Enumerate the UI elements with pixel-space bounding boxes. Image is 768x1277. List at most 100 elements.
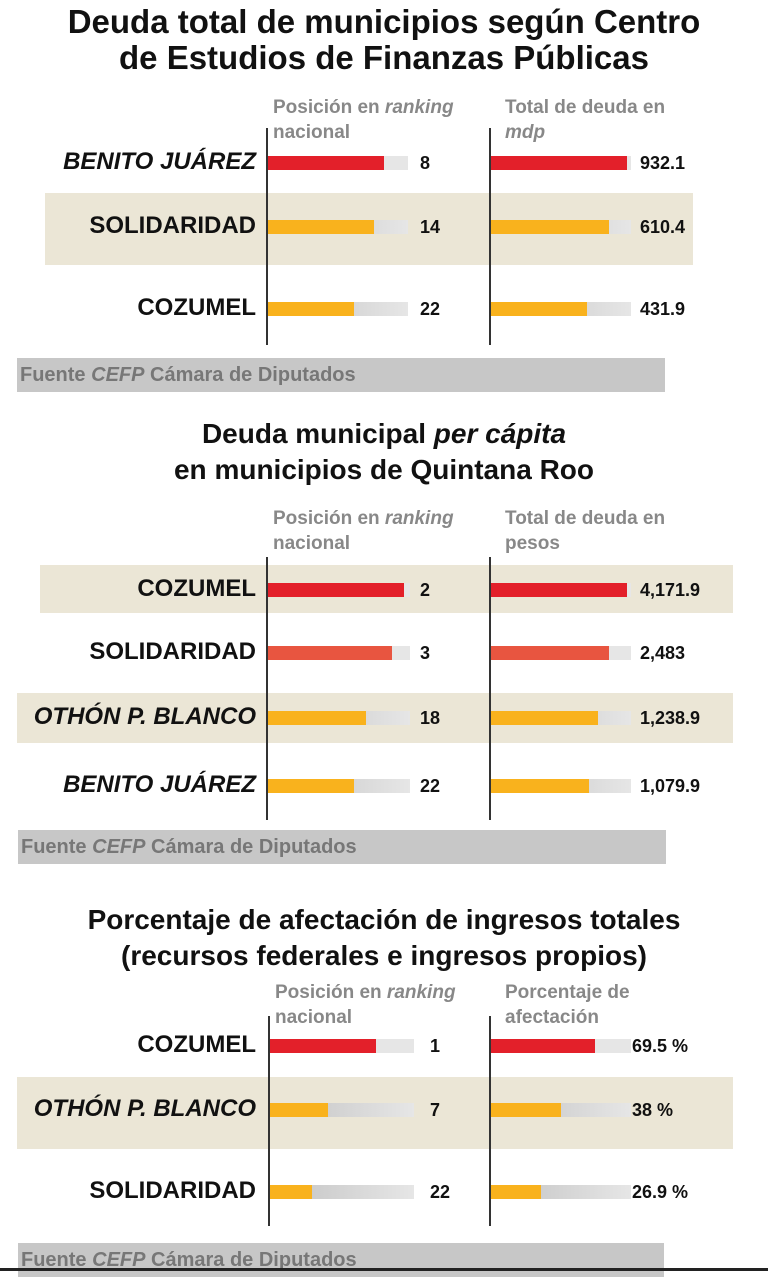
- chart2-column-divider: [489, 557, 491, 820]
- chart3-ranking-value: 7: [430, 1100, 441, 1120]
- chart2-source-acronym: CEFP: [92, 836, 146, 858]
- chart2-amount-value: 4,171.9: [640, 580, 701, 600]
- chart2-row-label-box: COZUMEL: [0, 575, 256, 605]
- chart3-amount-value: 69.5 %: [632, 1036, 689, 1056]
- chart2-ranking-value: 2: [420, 580, 431, 600]
- chart2-header-text: nacional: [273, 533, 351, 554]
- chart1-row-label-box: COZUMEL: [0, 294, 256, 324]
- chart2-amount-value: 2,483: [640, 643, 686, 663]
- chart3-title: Porcentaje de afectación de ingresos tot…: [0, 902, 768, 974]
- chart2-municipality-label: SOLIDARIDAD: [89, 638, 256, 665]
- chart2-title-line: en municipios de Quintana Roo: [173, 454, 595, 485]
- chart1-ranking-value: 22: [420, 299, 441, 319]
- chart1-source-text: Fuente: [20, 364, 92, 386]
- chart3-municipality-label: SOLIDARIDAD: [89, 1177, 256, 1204]
- chart2-header-text: Posición en: [273, 508, 385, 529]
- chart2-amount-bar: [491, 583, 627, 597]
- chart1-amount-bar: [491, 220, 609, 234]
- chart3-ranking-value: 22: [430, 1182, 451, 1202]
- chart1-ranking-bar: [268, 302, 354, 316]
- chart3-amount-bar: [491, 1185, 541, 1199]
- chart3-municipality-label: COZUMEL: [137, 1031, 256, 1058]
- chart3-title-line: Porcentaje de afectación de ingresos tot…: [87, 904, 681, 935]
- chart2-ranking-bar: [268, 779, 354, 793]
- chart3-source-text: Cámara de Diputados: [145, 1249, 357, 1271]
- chart2-ranking-value: 22: [420, 776, 441, 796]
- chart3-amount-value: 38 %: [632, 1100, 674, 1120]
- chart1-title-line: de Estudios de Finanzas Públicas: [119, 39, 649, 76]
- chart3-header-text: Porcentaje de afectación: [505, 982, 630, 1028]
- chart1-column-divider: [489, 128, 491, 345]
- chart2-source-text: Cámara de Diputados: [145, 836, 357, 858]
- chart2-source-text: Fuente: [21, 836, 93, 858]
- chart3-header-italic: ranking: [386, 982, 456, 1003]
- chart3-ranking-bar: [270, 1039, 376, 1053]
- chart1-municipality-label: SOLIDARIDAD: [89, 212, 256, 239]
- chart2-row-label-box: SOLIDARIDAD: [0, 638, 256, 668]
- chart1-ranking-bar: [268, 220, 374, 234]
- chart1-source-note: Fuente CEFP Cámara de Diputados: [17, 358, 665, 392]
- chart2-ranking-bar: [268, 711, 366, 725]
- chart3-municipality-label: OTHÓN P. BLANCO: [33, 1095, 256, 1122]
- chart1-amount-value: 431.9: [640, 299, 686, 319]
- chart1-header-text: Total de deuda en: [505, 97, 666, 118]
- chart2-source-note: Fuente CEFP Cámara de Diputados: [18, 830, 666, 864]
- chart2-ranking-value: 18: [420, 708, 441, 728]
- chart2-amount-bar: [491, 779, 589, 793]
- chart3-row-label-box: OTHÓN P. BLANCO: [0, 1095, 256, 1125]
- chart2-title-part: Deuda municipal: [201, 418, 434, 449]
- chart1-header-text: nacional: [273, 122, 351, 143]
- chart3-amount-bar: [491, 1103, 561, 1117]
- chart2-municipality-label: COZUMEL: [137, 575, 256, 602]
- chart3-ranking-bar: [270, 1103, 328, 1117]
- chart2-municipality-label: BENITO JUÁREZ: [63, 771, 256, 798]
- chart2-ranking-bar: [268, 646, 392, 660]
- chart1-municipality-label: BENITO JUÁREZ: [63, 148, 256, 175]
- chart1-title: Deuda total de municipios según Centro de…: [0, 4, 768, 76]
- chart1-column-header-deuda: Total de deuda en mdp: [505, 95, 695, 145]
- chart3-source-text: Fuente: [21, 1249, 93, 1271]
- chart1-row-label-box: SOLIDARIDAD: [0, 212, 256, 242]
- chart1-header-text: Posición en: [273, 97, 385, 118]
- chart1-amount-value: 610.4: [640, 217, 686, 237]
- chart1-municipality-label: COZUMEL: [137, 294, 256, 321]
- chart1-title-line: Deuda total de municipios según Centro: [67, 3, 701, 40]
- chart1-source-acronym: CEFP: [91, 364, 145, 386]
- chart1-source-text: Cámara de Diputados: [144, 364, 356, 386]
- chart2-title-emphasis: per cápita: [433, 418, 567, 449]
- chart3-row-label-box: COZUMEL: [0, 1031, 256, 1061]
- chart2-amount-bar: [491, 646, 609, 660]
- chart3-row-label-box: SOLIDARIDAD: [0, 1177, 256, 1207]
- chart3-source-note: Fuente CEFP Cámara de Diputados: [18, 1243, 664, 1277]
- chart1-ranking-value: 8: [420, 153, 431, 173]
- chart2-title-line: Deuda municipal per cápita: [0, 416, 768, 452]
- chart2-column-header-ranking: Posición en ranking nacional: [273, 506, 478, 556]
- chart3-source-acronym: CEFP: [92, 1249, 146, 1271]
- chart2-municipality-label: OTHÓN P. BLANCO: [33, 703, 256, 730]
- chart2-amount-value: 1,238.9: [640, 708, 701, 728]
- chart3-amount-bar: [491, 1039, 595, 1053]
- chart1-amount-bar: [491, 156, 627, 170]
- chart2-ranking-bar: [268, 583, 404, 597]
- chart1-column-header-ranking: Posición en ranking nacional: [273, 95, 478, 145]
- chart1-amount-value: 932.1: [640, 153, 686, 173]
- chart3-ranking-bar: [270, 1185, 312, 1199]
- chart1-row-label-box: BENITO JUÁREZ: [0, 148, 256, 178]
- chart3-amount-value: 26.9 %: [632, 1182, 689, 1202]
- chart2-amount-value: 1,079.9: [640, 776, 701, 796]
- chart3-column-header-ranking: Posición en ranking nacional: [275, 980, 480, 1030]
- chart1-header-italic: ranking: [384, 97, 454, 118]
- chart2-title: Deuda municipal per cápita en municipios …: [0, 416, 768, 488]
- chart3-title-line: (recursos federales e ingresos propios): [121, 940, 647, 971]
- chart1-ranking-value: 14: [420, 217, 441, 237]
- chart2-ranking-value: 3: [420, 643, 431, 663]
- chart1-header-italic: mdp: [505, 122, 546, 143]
- bottom-rule: [0, 1268, 768, 1271]
- chart1-ranking-bar: [268, 156, 384, 170]
- chart2-row-label-box: OTHÓN P. BLANCO: [0, 703, 256, 733]
- chart2-header-italic: ranking: [384, 508, 454, 529]
- chart2-column-header-deuda: Total de deuda en pesos: [505, 506, 695, 556]
- chart3-header-text: nacional: [275, 1007, 353, 1028]
- chart3-column-divider: [489, 1016, 491, 1226]
- chart1-amount-bar: [491, 302, 587, 316]
